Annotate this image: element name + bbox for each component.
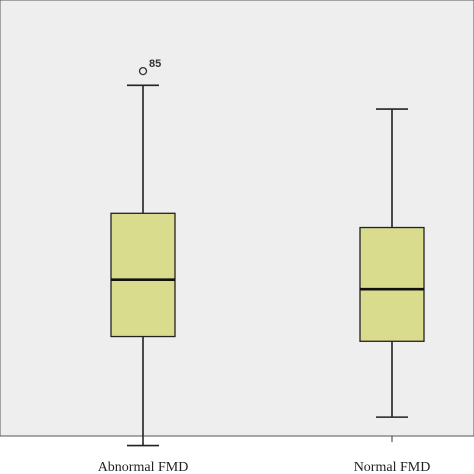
boxes-layer: 85 — [110, 58, 425, 447]
plot-area — [0, 0, 474, 437]
x-tick-label-normal-fmd: Normal FMD — [354, 460, 431, 474]
box-group-abnormal-fmd: 85 — [110, 58, 176, 447]
x-axis: Abnormal FMD Normal FMD — [98, 436, 431, 474]
x-tick-label-abnormal-fmd: Abnormal FMD — [98, 460, 189, 474]
outlier-label: 85 — [149, 58, 161, 70]
iqr-box — [359, 226, 425, 342]
iqr-box — [110, 212, 176, 338]
outlier-point — [138, 66, 148, 76]
box-group-normal-fmd — [359, 108, 425, 418]
